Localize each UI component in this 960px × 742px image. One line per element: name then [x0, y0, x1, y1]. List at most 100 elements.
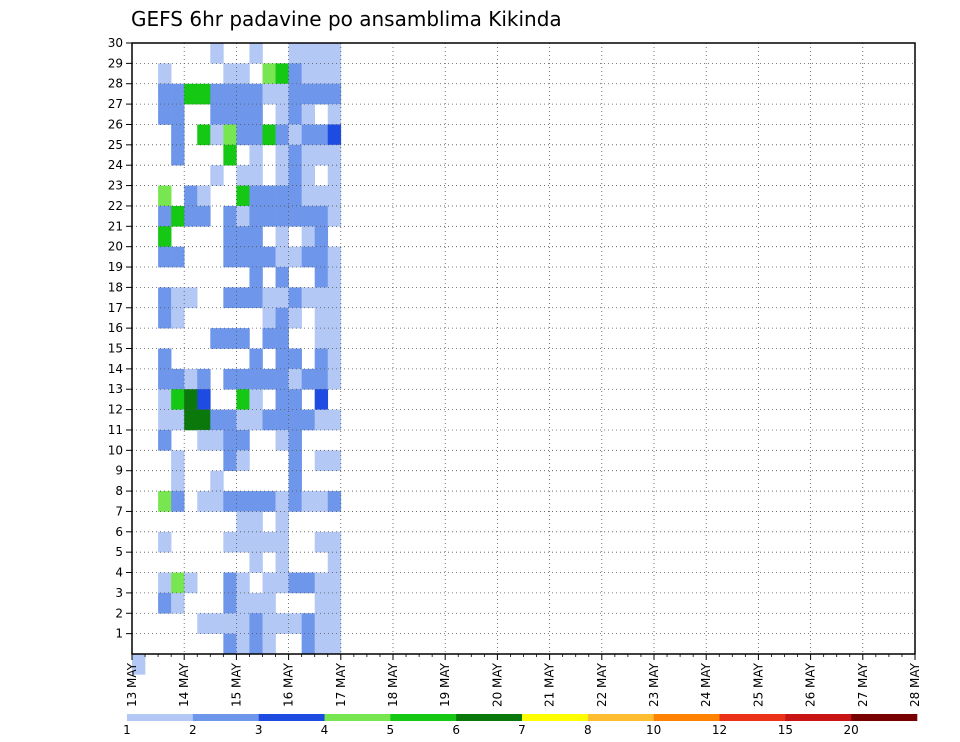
precip-cell	[249, 205, 263, 227]
precip-cell	[236, 63, 250, 85]
precip-cell	[262, 63, 276, 85]
x-tick-label: 27 MAY	[856, 662, 870, 707]
precip-cell	[275, 572, 289, 594]
precip-cell	[288, 429, 302, 451]
precip-cell	[301, 368, 315, 390]
precip-cell	[171, 144, 185, 166]
precip-cell	[301, 409, 315, 431]
precip-cell	[184, 389, 198, 410]
precip-cell	[158, 429, 172, 451]
precip-cell	[249, 267, 263, 288]
precip-cell	[210, 409, 224, 431]
precip-cell	[301, 491, 315, 512]
y-tick-label: 21	[108, 219, 123, 233]
precip-cell	[275, 429, 289, 451]
precip-cell	[327, 287, 342, 309]
y-tick-label: 8	[115, 484, 123, 498]
precip-cell	[249, 348, 263, 370]
precip-cell	[236, 592, 250, 614]
legend-swatch	[522, 714, 589, 721]
y-tick-label: 5	[115, 545, 123, 559]
precip-cell	[236, 246, 250, 268]
legend-swatch	[258, 714, 325, 721]
precip-cell	[223, 491, 237, 512]
precip-cell	[314, 572, 329, 594]
y-tick-label: 28	[108, 77, 123, 91]
precip-cell	[158, 348, 172, 370]
legend-swatch	[324, 714, 391, 721]
precip-cell	[210, 470, 224, 492]
precip-cell	[249, 226, 263, 247]
precip-cell	[249, 613, 263, 634]
precip-cell	[314, 389, 329, 410]
precip-cell	[288, 246, 302, 268]
precip-cell	[249, 511, 263, 533]
y-tick-label: 7	[115, 504, 123, 518]
precip-cell	[223, 368, 237, 390]
precip-cell	[249, 165, 263, 186]
precip-cell	[171, 409, 185, 431]
precip-cell	[171, 124, 185, 146]
y-tick-label: 16	[108, 321, 123, 335]
y-tick-label: 19	[108, 260, 123, 274]
precip-cell	[158, 368, 172, 390]
precip-cell	[158, 185, 172, 207]
y-tick-label: 11	[108, 423, 123, 437]
precip-cell	[184, 83, 198, 105]
precip-cell	[223, 205, 237, 227]
precip-cell	[184, 185, 198, 207]
x-tick-label: 24 MAY	[699, 662, 713, 707]
precip-cell	[197, 429, 211, 451]
precip-cell	[314, 633, 329, 655]
precip-cell	[301, 633, 315, 655]
precip-cell	[236, 511, 250, 533]
precip-cell	[210, 83, 224, 105]
precip-cell	[275, 63, 289, 85]
precip-cell	[236, 328, 250, 349]
precip-cell	[184, 287, 198, 309]
y-tick-label: 30	[108, 36, 123, 50]
precip-cell	[314, 226, 329, 247]
precip-cell	[327, 552, 342, 573]
precip-cell	[275, 124, 289, 146]
precip-cell	[327, 43, 342, 64]
precip-cell	[197, 185, 211, 207]
precip-cell	[236, 389, 250, 410]
y-tick-label: 14	[108, 362, 123, 376]
precip-cell	[314, 205, 329, 227]
precip-cell	[249, 633, 263, 655]
precip-cell	[327, 572, 342, 594]
precip-cell	[327, 592, 342, 614]
precip-cell	[223, 450, 237, 471]
precip-cell	[236, 205, 250, 227]
legend-label: 5	[387, 723, 395, 737]
precip-cell	[275, 348, 289, 370]
precip-cell	[184, 205, 198, 227]
precip-cell	[314, 409, 329, 431]
precip-cell	[327, 368, 342, 390]
precip-cell	[223, 633, 237, 655]
precip-cell	[275, 368, 289, 390]
precip-cell	[301, 124, 315, 146]
precip-cell	[275, 144, 289, 166]
precip-cell	[171, 246, 185, 268]
precip-cell	[249, 43, 263, 64]
precip-cell	[288, 307, 302, 329]
y-tick-label: 9	[115, 464, 123, 478]
legend-label: 12	[712, 723, 727, 737]
y-axis-ticks: 1234567891011121314151617181920212223242…	[108, 36, 132, 641]
y-tick-label: 26	[108, 117, 123, 131]
precip-cell	[223, 104, 237, 125]
precip-cell	[288, 165, 302, 186]
y-tick-label: 10	[108, 443, 123, 457]
precip-cell	[288, 144, 302, 166]
precip-cell	[197, 205, 211, 227]
precip-cell	[158, 83, 172, 105]
precip-cell	[275, 83, 289, 105]
precip-cell	[236, 531, 250, 553]
precip-cell	[236, 429, 250, 451]
precip-cell	[262, 205, 276, 227]
precip-cell	[262, 613, 276, 634]
precip-cell	[249, 389, 263, 410]
